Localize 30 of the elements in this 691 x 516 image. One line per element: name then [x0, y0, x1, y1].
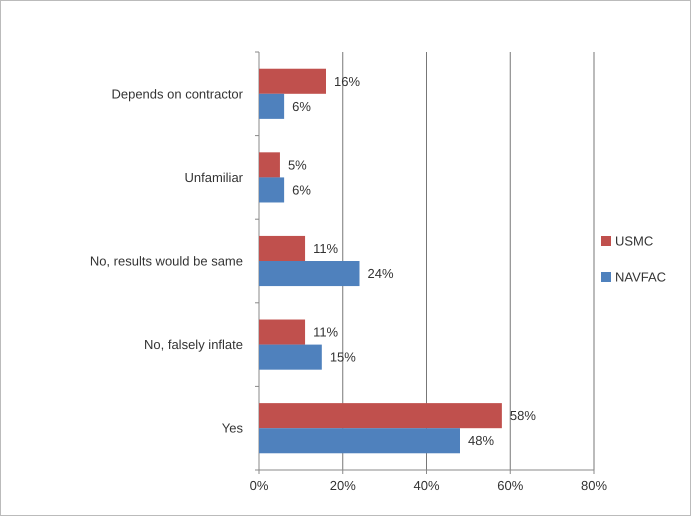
- bar: [259, 152, 280, 178]
- x-tick-label: 40%: [413, 478, 440, 493]
- bar: [259, 320, 306, 345]
- bar: [259, 94, 284, 119]
- bar: [259, 428, 460, 454]
- data-label: 11%: [313, 324, 339, 340]
- bar: [259, 261, 360, 286]
- legend-label: USMC: [615, 234, 654, 248]
- bar: [259, 403, 502, 428]
- data-label: 24%: [368, 266, 394, 282]
- x-tick-label: 20%: [330, 478, 356, 493]
- y-tick-label: Depends on contractor: [111, 86, 244, 102]
- data-label: 48%: [468, 433, 494, 448]
- y-tick-label: No, falsely inflate: [144, 337, 243, 352]
- y-tick-label: Yes: [222, 420, 244, 436]
- y-tick-label: No, results would be same: [90, 254, 243, 268]
- y-tick-label: Unfamiliar: [184, 170, 244, 185]
- data-label: 5%: [288, 157, 308, 172]
- bar: [259, 68, 326, 94]
- data-label: 6%: [292, 98, 312, 114]
- data-label: 11%: [313, 240, 339, 256]
- data-label: 6%: [292, 182, 312, 198]
- data-label: 58%: [510, 408, 536, 424]
- bar: [259, 236, 306, 261]
- x-tick-label: 60%: [497, 478, 524, 493]
- bar: [259, 177, 284, 202]
- legend-label: NAVFAC: [615, 270, 666, 284]
- bar: [259, 344, 322, 370]
- x-tick-label: 80%: [580, 478, 608, 493]
- x-tick-label: 0%: [250, 478, 269, 493]
